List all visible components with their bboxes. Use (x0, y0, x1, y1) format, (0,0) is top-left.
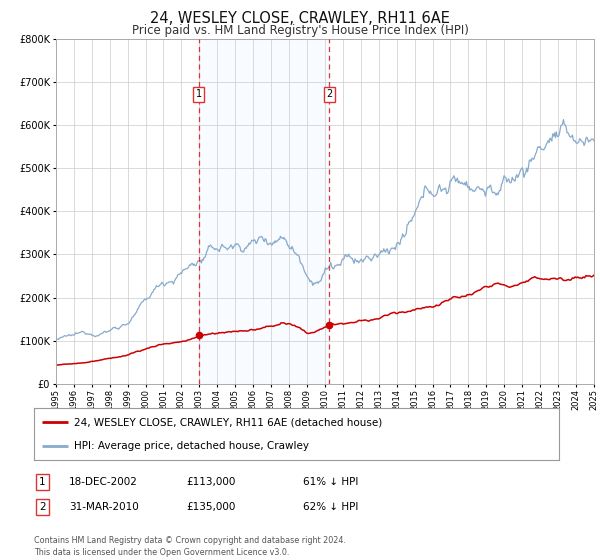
Text: £135,000: £135,000 (186, 502, 235, 512)
Text: 1: 1 (196, 89, 202, 99)
Text: 2: 2 (326, 89, 332, 99)
Text: 18-DEC-2002: 18-DEC-2002 (69, 477, 138, 487)
Text: 31-MAR-2010: 31-MAR-2010 (69, 502, 139, 512)
Text: 1: 1 (39, 477, 46, 487)
Text: Contains HM Land Registry data © Crown copyright and database right 2024.
This d: Contains HM Land Registry data © Crown c… (34, 536, 346, 557)
Text: HPI: Average price, detached house, Crawley: HPI: Average price, detached house, Craw… (74, 441, 308, 451)
Text: 2: 2 (39, 502, 46, 512)
Text: £113,000: £113,000 (186, 477, 235, 487)
Text: Price paid vs. HM Land Registry's House Price Index (HPI): Price paid vs. HM Land Registry's House … (131, 24, 469, 36)
Bar (199, 39, 329, 384)
Text: 62% ↓ HPI: 62% ↓ HPI (303, 502, 358, 512)
Text: 61% ↓ HPI: 61% ↓ HPI (303, 477, 358, 487)
Text: 24, WESLEY CLOSE, CRAWLEY, RH11 6AE: 24, WESLEY CLOSE, CRAWLEY, RH11 6AE (150, 11, 450, 26)
Text: 24, WESLEY CLOSE, CRAWLEY, RH11 6AE (detached house): 24, WESLEY CLOSE, CRAWLEY, RH11 6AE (det… (74, 417, 382, 427)
